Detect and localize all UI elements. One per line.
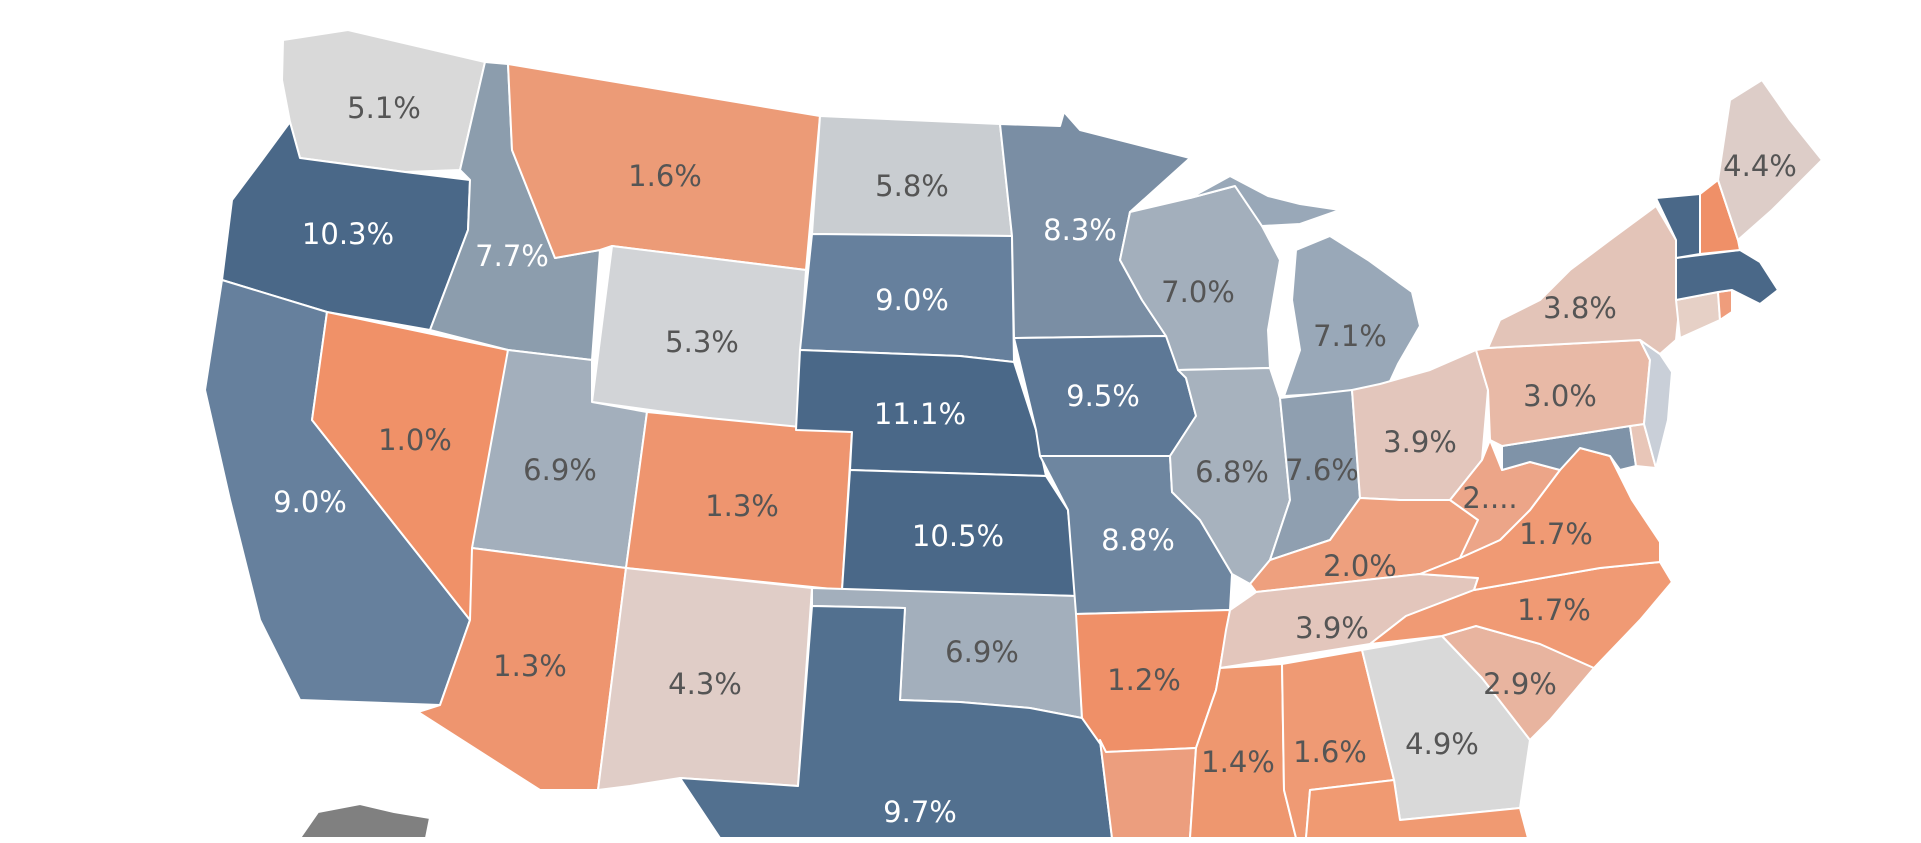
state-GA-label: 4.9%	[1405, 727, 1479, 761]
state-AR-label: 1.2%	[1107, 663, 1181, 697]
state-OH-label: 3.9%	[1383, 425, 1457, 459]
state-SC-label: 2.9%	[1483, 667, 1557, 701]
state-NY-label: 3.8%	[1543, 291, 1617, 325]
state-ME[interactable]: 4.4%	[1717, 79, 1823, 241]
state-WY[interactable]: 5.3%	[591, 245, 807, 431]
state-NJ[interactable]	[1639, 339, 1673, 469]
state-AK[interactable]	[299, 803, 431, 839]
state-MO-label: 8.8%	[1101, 523, 1175, 557]
state-OR-label: 10.3%	[302, 217, 394, 251]
state-UT-label: 6.9%	[523, 453, 597, 487]
state-LA-shape[interactable]	[1099, 739, 1197, 839]
state-AZ-label: 1.3%	[493, 649, 567, 683]
state-NC-label: 1.7%	[1517, 593, 1591, 627]
state-WY-label: 5.3%	[665, 325, 739, 359]
state-WV[interactable]: 2....	[1449, 439, 1561, 559]
state-ID-label: 7.7%	[475, 239, 549, 273]
state-AZ[interactable]: 1.3%	[417, 547, 627, 791]
state-MA-shape[interactable]	[1675, 249, 1779, 305]
state-IN-label: 7.6%	[1285, 453, 1359, 487]
state-MA[interactable]	[1675, 249, 1779, 305]
state-ME-shape[interactable]	[1717, 79, 1823, 241]
state-MN-label: 8.3%	[1043, 213, 1117, 247]
state-NH-shape[interactable]	[1699, 179, 1741, 255]
state-LA[interactable]	[1099, 739, 1197, 839]
state-CO[interactable]: 1.3%	[625, 411, 853, 591]
state-MT[interactable]: 1.6%	[507, 63, 821, 271]
state-OR[interactable]: 10.3%	[221, 121, 471, 331]
state-WA[interactable]: 5.1%	[281, 29, 486, 173]
state-MI-label: 7.1%	[1313, 319, 1387, 353]
state-WI-label: 7.0%	[1161, 275, 1235, 309]
state-OH[interactable]: 3.9%	[1351, 349, 1489, 501]
state-NY[interactable]: 3.8%	[1487, 205, 1681, 355]
state-RI[interactable]	[1717, 289, 1733, 321]
state-ND[interactable]: 5.8%	[811, 115, 1013, 237]
state-SD-label: 9.0%	[875, 283, 949, 317]
state-AL-label: 1.6%	[1293, 735, 1367, 769]
state-TX-label: 9.7%	[883, 795, 957, 829]
state-WV-label: 2....	[1462, 481, 1517, 515]
state-MI-lower-shape[interactable]	[1283, 235, 1421, 397]
state-IL-label: 6.8%	[1195, 455, 1269, 489]
state-NV-label: 1.0%	[378, 423, 452, 457]
state-TX[interactable]: 9.7%	[679, 605, 1113, 839]
state-ME-label: 4.4%	[1723, 149, 1797, 183]
state-CA-label: 9.0%	[273, 485, 347, 519]
state-NJ-shape[interactable]	[1639, 339, 1673, 469]
state-SC[interactable]: 2.9%	[1441, 625, 1595, 741]
state-NV[interactable]: 1.0%	[311, 311, 509, 621]
state-AR[interactable]: 1.2%	[1075, 609, 1231, 753]
state-MI-upper-shape[interactable]	[1189, 175, 1341, 227]
state-NM-label: 4.3%	[668, 667, 742, 701]
state-AL[interactable]: 1.6%	[1281, 649, 1395, 839]
state-IA[interactable]: 9.5%	[1013, 335, 1197, 457]
state-NH[interactable]	[1699, 179, 1741, 255]
state-SD[interactable]: 9.0%	[799, 233, 1015, 363]
state-VT[interactable]	[1655, 193, 1701, 259]
state-TN[interactable]: 3.9%	[1219, 573, 1479, 669]
state-IN[interactable]: 7.6%	[1269, 389, 1361, 561]
state-MT-label: 1.6%	[628, 159, 702, 193]
state-WI[interactable]: 7.0%	[1119, 185, 1281, 371]
state-AK-shape[interactable]	[299, 803, 431, 839]
state-PA-label: 3.0%	[1523, 379, 1597, 413]
state-IA-label: 9.5%	[1066, 379, 1140, 413]
state-MI[interactable]: 7.1%	[1189, 175, 1421, 397]
state-KS[interactable]: 10.5%	[841, 469, 1077, 597]
state-VA-label: 1.7%	[1519, 517, 1593, 551]
state-ND-label: 5.8%	[875, 169, 949, 203]
state-CO-label: 1.3%	[705, 489, 779, 523]
state-MS[interactable]: 1.4%	[1189, 663, 1297, 839]
state-NE-label: 11.1%	[874, 397, 966, 431]
state-PA[interactable]: 3.0%	[1475, 339, 1651, 447]
state-VT-shape[interactable]	[1655, 193, 1701, 259]
state-NM[interactable]: 4.3%	[597, 567, 813, 791]
state-NE[interactable]: 11.1%	[795, 349, 1047, 477]
state-CA[interactable]: 9.0%	[204, 279, 471, 706]
state-WA-label: 5.1%	[347, 91, 421, 125]
state-RI-shape[interactable]	[1717, 289, 1733, 321]
state-OK-label: 6.9%	[945, 635, 1019, 669]
state-MS-label: 1.4%	[1201, 745, 1275, 779]
state-KS-label: 10.5%	[912, 519, 1004, 553]
state-TN-label: 3.9%	[1295, 611, 1369, 645]
state-NY-shape[interactable]	[1487, 205, 1681, 355]
